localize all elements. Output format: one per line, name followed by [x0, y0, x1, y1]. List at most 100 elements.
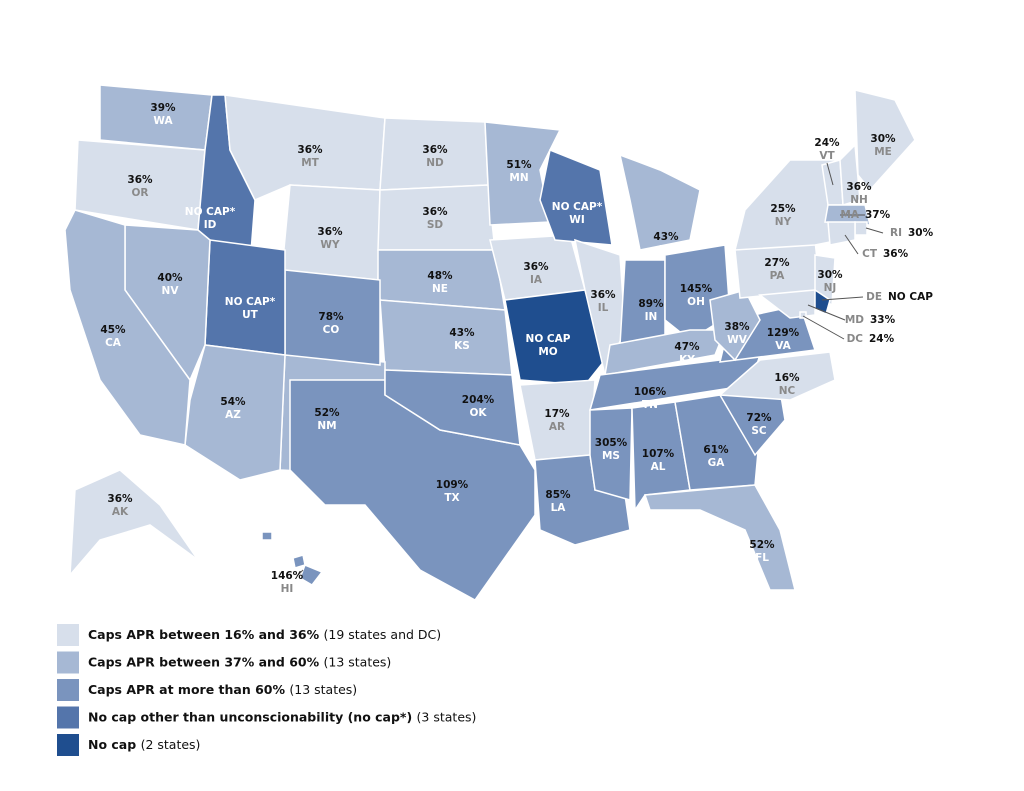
state-abbr: IA — [530, 274, 543, 286]
state-abbr: ND — [426, 157, 444, 169]
state-shape — [64, 209, 191, 446]
legend-swatch — [57, 734, 79, 756]
state-value: 107% — [642, 448, 675, 460]
legend-swatch — [57, 706, 79, 729]
state-value: 129% — [767, 327, 800, 339]
state-value: NO CAP* — [225, 296, 276, 308]
leader-line — [821, 296, 864, 301]
legend-label-text: No cap — [88, 737, 136, 752]
state-value: 204% — [462, 394, 495, 406]
state-value: 33% — [870, 314, 896, 326]
state-shape — [184, 344, 286, 481]
state-shape — [854, 221, 868, 236]
state-abbr: WA — [153, 115, 173, 127]
state-value: 51% — [506, 159, 532, 171]
state-shape — [827, 221, 856, 246]
state-abbr: MA — [840, 209, 859, 221]
state-value: 305% — [595, 437, 628, 449]
state-abbr: SC — [751, 425, 767, 437]
state-shape — [854, 89, 916, 192]
state-value: 36% — [107, 493, 133, 505]
state-shape — [261, 531, 273, 541]
state-shape — [539, 148, 613, 246]
state-abbr: ME — [874, 146, 892, 158]
state-value: NO CAP* — [185, 206, 236, 218]
state-value: 24% — [814, 137, 840, 149]
state-abbr: TX — [444, 492, 459, 504]
state-abbr: TN — [642, 399, 658, 411]
state-abbr: CT — [862, 248, 878, 260]
legend-label: No cap (2 states) — [88, 737, 200, 752]
legend-label-text: Caps APR between 37% and 60% — [88, 654, 320, 669]
state-value: 30% — [817, 269, 843, 281]
legend-note: (19 states and DC) — [324, 627, 442, 642]
state-value: 36% — [422, 144, 448, 156]
state-abbr: AZ — [225, 409, 241, 421]
state-value: 37% — [865, 209, 891, 221]
state-value: 85% — [545, 489, 571, 501]
leader-line — [865, 227, 884, 234]
state-abbr: VT — [819, 150, 835, 162]
leader-line — [844, 234, 859, 255]
state-value: NO CAP — [526, 333, 571, 345]
legend-label: No cap other than unconscionability (no … — [88, 709, 476, 724]
state-shape — [384, 369, 521, 446]
state-value: 78% — [318, 311, 344, 323]
state-abbr: KY — [679, 354, 695, 366]
state-abbr: NM — [317, 420, 336, 432]
state-abbr: LA — [551, 502, 567, 514]
state-abbr: MO — [538, 346, 557, 358]
leader-line — [826, 162, 834, 186]
state-abbr: CA — [105, 337, 122, 349]
state-shape — [589, 407, 633, 501]
state-shape — [758, 289, 816, 319]
state-abbr: NV — [162, 285, 180, 297]
legend-note: (13 states) — [289, 682, 357, 697]
state-value: 30% — [870, 133, 896, 145]
state-shape — [504, 289, 606, 386]
state-abbr: UT — [242, 309, 259, 321]
state-value: 52% — [314, 407, 340, 419]
state-value: 36% — [317, 226, 343, 238]
state-shape — [618, 153, 701, 251]
state-value: 61% — [703, 444, 729, 456]
state-abbr: NC — [779, 385, 796, 397]
legend-swatch — [57, 679, 79, 701]
legend-label-text: Caps APR at more than 60% — [88, 682, 285, 697]
state-shape — [299, 564, 324, 586]
legend-label: Caps APR at more than 60% (13 states) — [88, 682, 357, 697]
state-value: 45% — [100, 324, 126, 336]
state-abbr: WY — [320, 239, 340, 251]
state-value: 30% — [908, 227, 934, 239]
state-value: 48% — [427, 270, 453, 282]
state-abbr: WI — [569, 214, 585, 226]
state-value: 43% — [653, 231, 679, 243]
state-abbr: KS — [454, 340, 470, 352]
state-value: 16% — [774, 372, 800, 384]
state-value: 17% — [544, 408, 570, 420]
state-value: 47% — [674, 341, 700, 353]
state-value: 36% — [846, 181, 872, 193]
state-value: 89% — [638, 298, 664, 310]
legend-swatch — [57, 624, 79, 646]
state-abbr: GA — [708, 457, 726, 469]
state-abbr: HI — [281, 583, 294, 595]
legend-swatch — [57, 651, 79, 674]
state-abbr: ID — [204, 219, 217, 231]
state-value: 36% — [523, 261, 549, 273]
legend-label: Caps APR between 37% and 60% (13 states) — [88, 654, 391, 669]
state-value: NO CAP* — [552, 201, 603, 213]
state-value: 43% — [449, 327, 475, 339]
state-abbr: IL — [598, 302, 609, 314]
state-shape — [718, 351, 836, 401]
state-abbr: NY — [775, 216, 792, 228]
state-value: 36% — [590, 289, 616, 301]
state-abbr: VA — [775, 340, 791, 352]
state-abbr: NJ — [824, 282, 837, 294]
state-value: 27% — [764, 257, 790, 269]
legend-note: (13 states) — [324, 654, 392, 669]
state-abbr: OH — [687, 296, 705, 308]
state-value: 72% — [746, 412, 772, 424]
legend-note: (2 states) — [141, 737, 201, 752]
